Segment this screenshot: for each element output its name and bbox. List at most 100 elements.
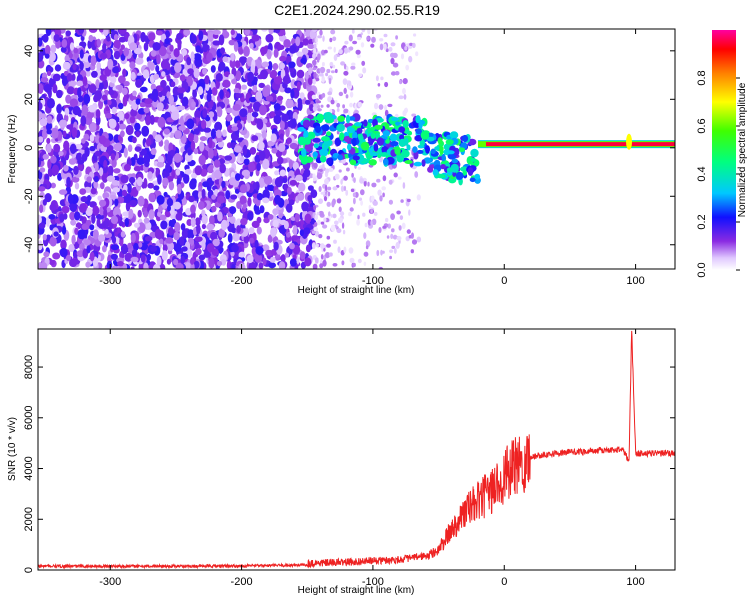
spectral-cell xyxy=(391,228,395,233)
spectral-cell xyxy=(217,211,223,222)
spectral-cell xyxy=(90,188,97,195)
spectral-cell xyxy=(312,173,316,179)
spectral-cell xyxy=(279,62,285,70)
spectral-cell xyxy=(83,60,91,69)
spectral-cell xyxy=(343,70,349,76)
spectral-cell xyxy=(206,93,212,102)
spectral-cell xyxy=(46,137,51,144)
spectral-cell xyxy=(304,99,311,105)
spectral-cell xyxy=(180,223,186,231)
spectral-cell xyxy=(135,57,144,65)
spectral-cell xyxy=(394,71,400,76)
spectral-cell xyxy=(67,193,74,204)
spectral-cell xyxy=(316,113,324,122)
spectral-cell xyxy=(282,75,291,85)
spectral-cell xyxy=(309,104,314,112)
spectral-cell xyxy=(144,98,153,105)
spectral-cell xyxy=(89,251,95,262)
spectral-cell xyxy=(451,158,459,164)
spectral-cell xyxy=(38,186,46,192)
spectral-cell xyxy=(325,252,330,259)
spectral-cell xyxy=(181,228,188,239)
spectral-cell xyxy=(252,84,258,93)
spectral-cell xyxy=(370,220,373,226)
spectral-cell xyxy=(333,118,338,124)
spectral-cell xyxy=(319,66,326,74)
spectral-cell xyxy=(313,177,317,182)
spectral-cell xyxy=(209,215,215,225)
spectral-cell xyxy=(334,137,342,147)
spectral-cell xyxy=(316,211,320,216)
spectral-cell xyxy=(164,209,171,218)
spectral-cell xyxy=(243,235,250,244)
spectral-cell xyxy=(156,102,164,111)
spectral-cell xyxy=(141,182,146,189)
spectral-cell xyxy=(191,35,197,44)
spectral-cell xyxy=(118,220,124,227)
carrier-band-core xyxy=(485,142,675,147)
spectral-cell xyxy=(162,177,169,187)
spectral-cell xyxy=(262,189,270,201)
spectral-cell xyxy=(59,119,68,128)
spectral-cell xyxy=(262,244,270,252)
spectral-cell xyxy=(341,222,345,229)
spectral-cell xyxy=(326,201,331,207)
spectral-cell xyxy=(340,185,345,192)
spectral-cell xyxy=(121,189,128,197)
spectral-cell xyxy=(204,75,210,85)
spectral-cell xyxy=(258,150,266,161)
spectral-cell xyxy=(165,162,171,174)
spectral-cell xyxy=(239,184,248,194)
spectral-cell xyxy=(249,147,257,155)
spectral-cell xyxy=(222,79,231,89)
spectral-cell xyxy=(373,143,379,152)
spectral-cell xyxy=(318,94,322,100)
spectral-cell xyxy=(61,205,70,214)
spectral-cell xyxy=(95,109,101,119)
spectral-cell xyxy=(337,115,345,122)
y-tick-label: 40 xyxy=(23,45,35,57)
spectral-cell xyxy=(322,224,328,229)
spectral-cell xyxy=(368,205,372,210)
spectral-cell xyxy=(326,104,330,108)
spectral-cell xyxy=(347,110,351,116)
spectral-cell xyxy=(270,248,278,256)
spectral-cell xyxy=(173,152,182,163)
spectral-cell xyxy=(120,243,129,255)
spectral-cell xyxy=(333,239,337,244)
spectral-cell xyxy=(297,136,306,146)
spectral-cell xyxy=(316,219,321,226)
spectral-cell xyxy=(44,53,50,59)
spectral-cell xyxy=(304,257,312,267)
spectral-cell xyxy=(130,266,135,269)
spectral-cell xyxy=(274,177,283,188)
spectral-cell xyxy=(43,251,50,258)
spectral-cell xyxy=(123,163,131,172)
spectral-cell xyxy=(247,197,252,207)
spectral-cell xyxy=(87,39,92,49)
spectral-cell xyxy=(233,41,239,52)
spectral-cell xyxy=(108,89,115,96)
spectral-cell xyxy=(159,238,164,245)
spectral-cell xyxy=(312,263,318,269)
spectral-cell xyxy=(405,64,410,71)
spectral-cell xyxy=(66,176,71,188)
spectral-cell xyxy=(122,211,130,217)
spectral-cell xyxy=(120,174,129,184)
spectral-cell xyxy=(447,153,457,160)
spectral-cell xyxy=(38,52,44,62)
spectral-cell xyxy=(106,175,116,182)
spectral-cell xyxy=(201,214,208,225)
spectral-cell xyxy=(233,145,243,153)
spectral-cell xyxy=(379,38,384,42)
spectral-cell xyxy=(222,129,227,137)
spectral-cell xyxy=(113,40,121,49)
spectral-cell xyxy=(201,240,206,251)
spectral-cell xyxy=(387,103,393,108)
colorbar-tick-label: 0.0 xyxy=(696,262,708,277)
spectral-cell xyxy=(382,175,387,182)
spectral-cell xyxy=(303,130,309,139)
spectral-cell xyxy=(381,186,387,191)
spectral-cell xyxy=(130,71,136,81)
